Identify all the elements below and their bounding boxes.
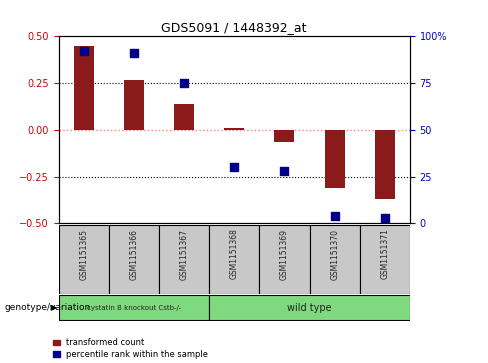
Title: GDS5091 / 1448392_at: GDS5091 / 1448392_at: [162, 21, 307, 34]
Text: GSM1151366: GSM1151366: [129, 229, 139, 280]
Text: cystatin B knockout Cstb-/-: cystatin B knockout Cstb-/-: [87, 305, 181, 311]
Bar: [209, 295, 410, 320]
Bar: [325, 130, 345, 188]
Bar: [59, 295, 209, 320]
Point: [80, 48, 87, 54]
Bar: [174, 103, 194, 130]
Bar: [59, 225, 109, 294]
Point: [381, 215, 389, 221]
Bar: [109, 225, 159, 294]
Point: [180, 80, 188, 86]
Point: [130, 50, 138, 56]
Bar: [124, 80, 144, 130]
Text: genotype/variation: genotype/variation: [5, 303, 91, 312]
Text: GSM1151367: GSM1151367: [180, 229, 188, 280]
Bar: [209, 225, 259, 294]
Point: [230, 164, 238, 170]
Text: GSM1151368: GSM1151368: [230, 229, 239, 280]
Point: [281, 168, 288, 174]
Bar: [259, 225, 309, 294]
Bar: [74, 46, 94, 130]
Text: wild type: wild type: [287, 303, 332, 313]
Bar: [375, 130, 395, 199]
Text: GSM1151369: GSM1151369: [280, 229, 289, 280]
Bar: [224, 128, 244, 130]
Bar: [360, 225, 410, 294]
Point: [331, 213, 339, 219]
Bar: [274, 130, 294, 142]
Bar: [309, 225, 360, 294]
Bar: [159, 225, 209, 294]
Text: GSM1151365: GSM1151365: [79, 229, 88, 280]
Text: GSM1151370: GSM1151370: [330, 229, 339, 280]
Text: GSM1151371: GSM1151371: [380, 229, 389, 280]
Legend: transformed count, percentile rank within the sample: transformed count, percentile rank withi…: [53, 338, 208, 359]
